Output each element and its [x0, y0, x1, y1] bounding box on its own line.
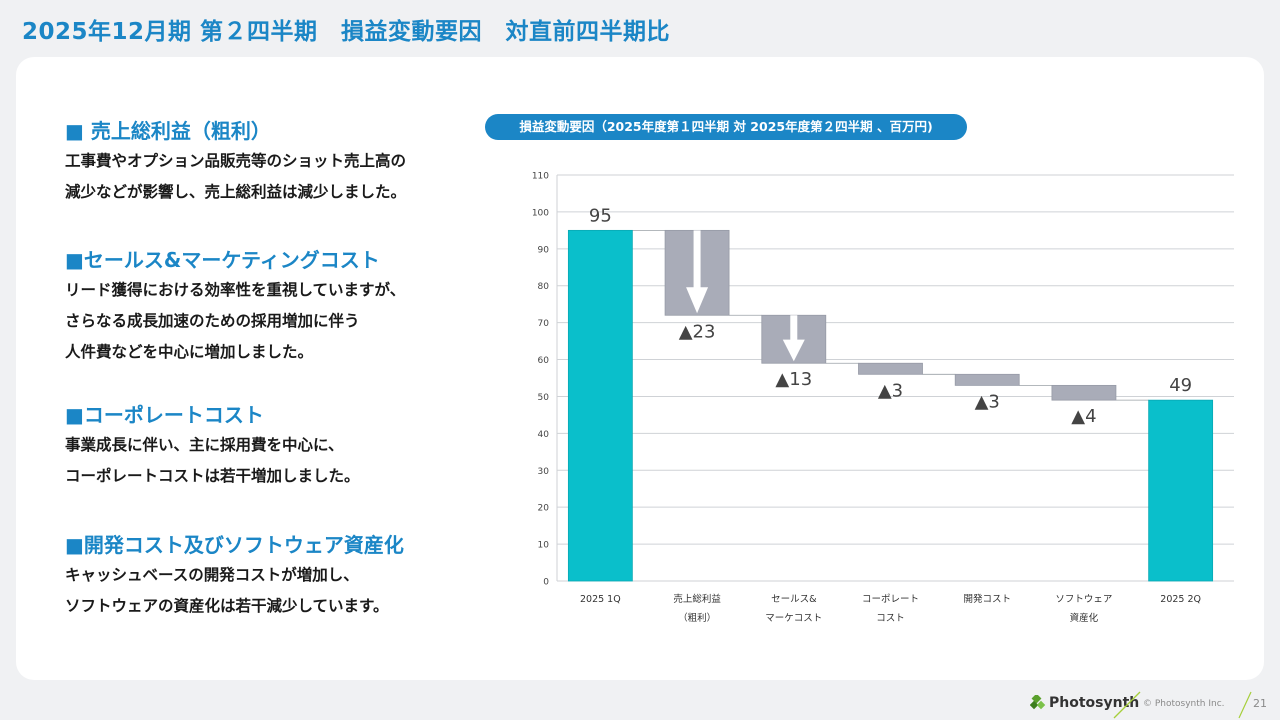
y-tick-label: 70 [538, 319, 550, 329]
x-tick-label: コスト [876, 613, 905, 624]
x-tick-label: マーケコスト [765, 613, 822, 624]
delta-bar [1051, 384, 1117, 401]
section-text: キャッシュベースの開発コストが増加し、 [65, 566, 359, 584]
y-tick-label: 10 [538, 541, 550, 551]
x-tick-label: （粗利） [678, 612, 716, 624]
y-tick-label: 100 [532, 208, 549, 218]
section-gross-profit: ■ 売上総利益（粗利） 工事費やオプション品販売等のショット売上高の 減少などが… [65, 118, 505, 208]
y-tick-label: 50 [538, 393, 550, 403]
section-heading: ■コーポレートコスト [65, 403, 264, 427]
section-text: さらなる成長加速のための採用増加に伴う [65, 312, 360, 330]
data-label: ▲13 [775, 369, 812, 390]
total-bar [1148, 399, 1214, 582]
section-text: 人件費などを中心に増加しました。 [65, 343, 314, 361]
y-tick-label: 20 [538, 504, 550, 514]
x-tick-label: 2025 1Q [580, 594, 621, 605]
page-title: 2025年12月期 第２四半期 損益変動要因 対直前四半期比 [22, 19, 671, 45]
section-corporate: ■コーポレートコスト 事業成長に伴い、主に採用費を中心に、 コーポレートコストは… [65, 402, 505, 492]
x-tick-label: ソフトウェア [1055, 594, 1112, 605]
section-sales-marketing: ■セールス&マーケティングコスト リード獲得における効率性を重視していますが、 … [65, 247, 505, 368]
delta-bar [954, 373, 1020, 386]
photosynth-logo-icon [1030, 695, 1046, 710]
x-tick-label: セールス& [771, 594, 817, 605]
footer-divider [1113, 691, 1141, 719]
y-tick-label: 60 [538, 356, 550, 366]
section-text: 事業成長に伴い、主に採用費を中心に、 [65, 436, 344, 454]
y-tick-label: 80 [538, 282, 550, 292]
footer-brand: Photosynth [1049, 695, 1140, 711]
x-tick-label: 開発コスト [963, 593, 1011, 605]
data-label: 95 [589, 205, 612, 226]
content-card [16, 57, 1264, 680]
y-tick-label: 40 [538, 430, 550, 440]
section-text: ソフトウェアの資産化は若干減少しています。 [65, 597, 389, 615]
page-number: 21 [1253, 697, 1267, 710]
section-text: 工事費やオプション品販売等のショット売上高の [65, 152, 407, 170]
down-arrow-icon [686, 230, 709, 314]
y-tick-label: 0 [543, 578, 549, 588]
y-tick-label: 30 [538, 467, 550, 477]
y-tick-label: 90 [538, 245, 550, 255]
data-label: 49 [1169, 375, 1192, 396]
footer-copyright: © Photosynth Inc. [1143, 699, 1225, 709]
y-tick-label: 110 [532, 172, 549, 182]
section-text: コーポレートコストは若干増加しました。 [65, 467, 360, 485]
data-label: ▲4 [1071, 406, 1096, 427]
x-tick-label: コーポレート [862, 594, 919, 605]
section-heading: ■ 売上総利益（粗利） [65, 119, 271, 143]
section-heading: ■開発コスト及びソフトウェア資産化 [65, 533, 404, 557]
section-text: リード獲得における効率性を重視していますが、 [65, 281, 406, 299]
x-tick-label: 資産化 [1070, 612, 1099, 624]
x-tick-label: 売上総利益 [673, 593, 721, 605]
total-bar [567, 229, 633, 582]
delta-bar [858, 362, 923, 375]
section-development: ■開発コスト及びソフトウェア資産化 キャッシュベースの開発コストが増加し、 ソフ… [65, 532, 505, 622]
footer-page-divider [1238, 691, 1252, 719]
data-label: ▲3 [878, 380, 903, 401]
section-text: 減少などが影響し、売上総利益は減少しました。 [65, 183, 407, 201]
data-label: ▲3 [975, 391, 1000, 412]
section-heading: ■セールス&マーケティングコスト [65, 248, 380, 272]
data-label: ▲23 [679, 321, 716, 342]
chart-title-pill: 損益変動要因（2025年度第１四半期 対 2025年度第２四半期 、百万円) [485, 114, 967, 140]
down-arrow-icon [782, 315, 805, 362]
x-tick-label: 2025 2Q [1160, 594, 1201, 605]
